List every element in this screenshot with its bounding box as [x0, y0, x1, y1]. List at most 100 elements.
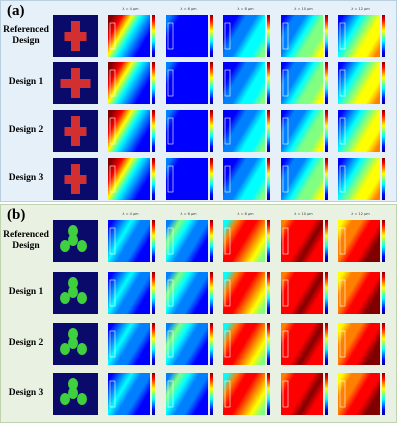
field-map [166, 15, 208, 57]
field-map [223, 15, 265, 57]
colorbar [210, 220, 213, 262]
field-outline [167, 22, 174, 50]
field-outline [167, 165, 174, 193]
panel-label: (a) [7, 3, 25, 19]
field-outline [167, 227, 174, 255]
column-header: λ = 8 μm [237, 7, 254, 11]
field-outline [167, 69, 174, 97]
column-header: λ = 12 μm [351, 212, 370, 216]
field-outline [224, 227, 231, 255]
field-map [281, 323, 323, 365]
field-map [338, 62, 380, 104]
design-shape [68, 286, 78, 298]
colorbar [152, 323, 155, 365]
field-map [338, 373, 380, 415]
field-outline [224, 380, 231, 408]
colorbar [210, 373, 213, 415]
colorbar [325, 62, 328, 104]
field-map [166, 220, 208, 262]
maps [53, 220, 385, 415]
colorbar [267, 272, 270, 314]
colorbar [152, 110, 155, 152]
colorbar [210, 323, 213, 365]
field-map [166, 373, 208, 415]
field-map [223, 373, 265, 415]
design-shape [77, 292, 87, 304]
field-map [166, 272, 208, 314]
field-outline [339, 227, 346, 255]
field-outline [339, 22, 346, 50]
design-shape [60, 292, 70, 304]
field-outline [339, 380, 346, 408]
field-map [108, 15, 150, 57]
panel-b: (b) λ = 4 μm λ = 6 μm λ = 8 μm λ = 10 μm λ = … [0, 204, 397, 423]
colorbar [325, 158, 328, 200]
field-outline [109, 165, 116, 193]
row-label: Design 1 [8, 287, 44, 297]
field-outline [167, 117, 174, 145]
field-outline [282, 117, 289, 145]
field-map [108, 110, 150, 152]
design-shape [60, 343, 70, 355]
field-map [338, 110, 380, 152]
colorbar [267, 323, 270, 365]
design-shape [77, 343, 87, 355]
column-header: λ = 10 μm [294, 7, 313, 11]
design-shape [77, 240, 87, 252]
colorbar [210, 15, 213, 57]
field-outline [339, 165, 346, 193]
field-map [108, 272, 150, 314]
field-outline [282, 279, 289, 307]
field-outline [282, 69, 289, 97]
design-shape [71, 164, 80, 194]
row-label: Referenced Design [3, 25, 49, 46]
colorbar [152, 373, 155, 415]
colorbar [267, 220, 270, 262]
field-map [281, 373, 323, 415]
field-outline [224, 22, 231, 50]
design-shape [68, 277, 78, 289]
field-outline [109, 380, 116, 408]
colorbar [382, 323, 385, 365]
colorbar [152, 272, 155, 314]
colorbar [210, 110, 213, 152]
field-map [166, 323, 208, 365]
field-outline [109, 117, 116, 145]
field-map [223, 323, 265, 365]
design-shape [68, 387, 78, 399]
field-outline [224, 117, 231, 145]
design-shape [71, 116, 80, 146]
colorbar [210, 62, 213, 104]
field-outline [167, 380, 174, 408]
colorbar [325, 373, 328, 415]
field-outline [282, 227, 289, 255]
field-outline [282, 22, 289, 50]
field-map [281, 272, 323, 314]
colorbar [325, 15, 328, 57]
design-shape [68, 328, 78, 340]
design-shape [60, 393, 70, 405]
field-map [338, 323, 380, 365]
column-header: λ = 8 μm [237, 212, 254, 216]
row-label: Referenced Design [3, 230, 49, 251]
row-label: Design 2 [8, 338, 44, 348]
colorbar [382, 272, 385, 314]
field-map [281, 62, 323, 104]
field-map [108, 62, 150, 104]
field-outline [282, 380, 289, 408]
field-outline [282, 165, 289, 193]
colorbar [382, 62, 385, 104]
colorbar [152, 220, 155, 262]
colorbar [210, 272, 213, 314]
field-map [166, 110, 208, 152]
field-map [281, 110, 323, 152]
colorbar [325, 220, 328, 262]
design-shape [68, 234, 78, 246]
field-outline [224, 165, 231, 193]
field-outline [224, 69, 231, 97]
field-outline [109, 22, 116, 50]
field-outline [339, 117, 346, 145]
field-map [223, 158, 265, 200]
field-outline [339, 330, 346, 358]
